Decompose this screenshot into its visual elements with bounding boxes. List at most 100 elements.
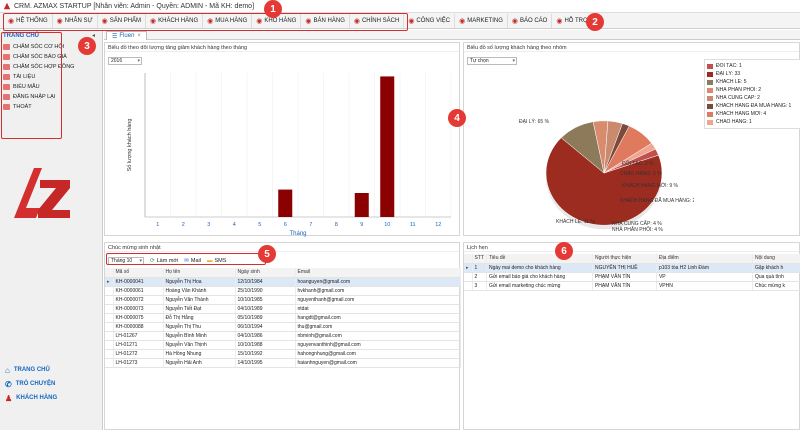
- row-indicator: [105, 313, 114, 323]
- menu-item-0[interactable]: ◉ HỆ THỐNG: [4, 13, 53, 28]
- row-indicator: [464, 272, 473, 282]
- table-row[interactable]: ▸ 1 Ngày mai demo cho khách hàng NGUYỄN THỊ…: [464, 263, 800, 273]
- sidebar-nav-1[interactable]: ✆ TRÒ CHUYỆN: [0, 377, 102, 391]
- menu-item-9[interactable]: ◉ MARKETING: [455, 13, 508, 28]
- annotation-badge-1: 1: [264, 0, 282, 18]
- x-tick-label: 6: [284, 222, 287, 228]
- sidebar-collapse-button[interactable]: ◂: [91, 33, 95, 39]
- mail-button-label: Mail: [190, 258, 201, 264]
- menu-item-label: CÔNG VIỆC: [416, 17, 451, 24]
- sms-button[interactable]: ▬ SMS: [207, 258, 226, 264]
- sidebar-nav-0[interactable]: ⌂ TRANG CHỦ: [0, 363, 102, 377]
- sidebar-nav-label: TRANG CHỦ: [13, 367, 50, 373]
- pie-slice-0: [603, 148, 659, 174]
- column-header[interactable]: Email: [295, 268, 461, 278]
- menu-item-label: KHO HÀNG: [264, 17, 297, 24]
- legend-item: NHÀ CUNG CẤP: 2: [707, 94, 798, 102]
- column-header[interactable]: Họ tên: [163, 268, 236, 278]
- menu-item-5[interactable]: ◉ KHO HÀNG: [252, 13, 302, 28]
- sidebar-item-4[interactable]: BIỂU MẪU: [0, 82, 102, 92]
- menu-item-10[interactable]: ◉ BÁO CÁO: [508, 13, 553, 28]
- annotation-badge-6: 6: [555, 242, 573, 260]
- column-header[interactable]: Nội dung: [752, 254, 800, 264]
- table-row[interactable]: LH-01267 Nguyễn Bình Minh 04/10/1986 nbminh…: [105, 331, 461, 341]
- sidebar-item-5[interactable]: ĐĂNG NHẬP LẠI: [0, 92, 102, 102]
- table-row[interactable]: 3 Gửi email marketing chúc mừng PHẠM VĂN T…: [464, 281, 800, 291]
- refresh-button[interactable]: ⟳ Làm mới: [150, 258, 178, 264]
- table-cell: 04/10/1989: [235, 304, 296, 314]
- sidebar-nav-2[interactable]: ♟ KHÁCH HÀNG: [0, 391, 102, 405]
- window-title: CRM. AZMAX STARTUP [Nhân viên: Admin - Q…: [14, 2, 255, 10]
- sidebar-item-6[interactable]: THOÁT: [0, 102, 102, 112]
- table-row[interactable]: ▸ KH-0000041 Nguyễn Thị Hoa 12/10/1984 hoang…: [105, 277, 461, 287]
- sidebar-item-1[interactable]: CHĂM SÓC BÁO GIÁ: [0, 52, 102, 62]
- sidebar-item-2[interactable]: CHĂM SÓC HỢP ĐỒNG: [0, 62, 102, 72]
- legend-label: KHÁCH HÀNG MỚI: 4: [716, 111, 767, 117]
- row-indicator: [105, 322, 114, 332]
- sidebar-item-0[interactable]: CHĂM SÓC CƠ HỘI: [0, 42, 102, 52]
- x-tick-label: 8: [335, 222, 338, 228]
- table-cell: 06/10/1994: [235, 322, 296, 332]
- table-row[interactable]: LH-01273 Nguyễn Hải Anh 14/10/1995 haianhng…: [105, 358, 461, 368]
- close-icon[interactable]: ×: [137, 33, 141, 39]
- title-bar: CRM. AZMAX STARTUP [Nhân viên: Admin - Q…: [0, 0, 800, 13]
- table-row[interactable]: KH-0000088 Nguyễn Thị Thu 06/10/1994 thu@gm…: [105, 322, 461, 332]
- sidebar-header[interactable]: TRANG CHỦ: [3, 33, 39, 39]
- menu-item-3[interactable]: ◉ KHÁCH HÀNG: [146, 13, 204, 28]
- table-cell: KH-0000088: [113, 322, 164, 332]
- column-header[interactable]: STT: [472, 254, 487, 264]
- y-axis-label: Số lượng khách hàng: [127, 119, 133, 172]
- table-row[interactable]: KH-0000073 Nguyễn Tiết Đạt 04/10/1989 ntdat: [105, 304, 461, 314]
- people-icon: ◉: [56, 17, 63, 25]
- row-indicator-header: [105, 268, 114, 278]
- table-cell: Nguyễn Thị Hoa: [163, 277, 236, 287]
- year-select[interactable]: 2016 ▾: [108, 57, 142, 65]
- sidebar-item-icon: [3, 84, 10, 90]
- column-header[interactable]: Mã số: [113, 268, 164, 278]
- menu-item-6[interactable]: ◉ BÁN HÀNG: [301, 13, 350, 28]
- product-icon: ◉: [101, 17, 108, 25]
- menu-item-7[interactable]: ◉ CHÍNH SÁCH: [350, 13, 405, 28]
- sidebar-item-label: CHĂM SÓC HỢP ĐỒNG: [13, 64, 75, 70]
- table-cell: 25/10/1990: [235, 286, 296, 296]
- menu-item-8[interactable]: ◉ CÔNG VIỆC: [404, 13, 456, 28]
- tab-icon: ☰: [112, 33, 118, 40]
- tab-fluen[interactable]: ☰ Fluen ×: [106, 31, 147, 40]
- table-row[interactable]: LH-01271 Nguyễn Văn Thịnh 10/10/1988 nguyen…: [105, 340, 461, 350]
- basket-icon: ◉: [207, 17, 214, 25]
- mail-button[interactable]: ✉ Mail: [184, 258, 201, 264]
- table-row[interactable]: KH-0000061 Hoàng Văn Khánh 25/10/1990 hvkha…: [105, 286, 461, 296]
- legend-label: NHÀ CUNG CẤP: 2: [716, 95, 760, 101]
- chevron-down-icon: ▾: [137, 58, 140, 64]
- menu-item-4[interactable]: ◉ MUA HÀNG: [203, 13, 253, 28]
- table-cell: PHẠM VĂN TÍN: [592, 281, 657, 291]
- refresh-icon: ⟳: [150, 258, 155, 264]
- sidebar-item-icon: [3, 74, 10, 80]
- sidebar-item-3[interactable]: TÀI LIỆU: [0, 72, 102, 82]
- table-cell: Qua quà tình: [752, 272, 800, 282]
- table-row[interactable]: LH-01272 Hà Hồng Nhung 15/10/1992 hahongnhu…: [105, 349, 461, 359]
- table-cell: nguyenthanh@gmail.com: [295, 295, 461, 305]
- menu-item-label: BÁN HÀNG: [313, 17, 345, 24]
- month-select[interactable]: Tháng 10 ▾: [108, 257, 144, 265]
- birthday-panel: Chúc mừng sinh nhật Tháng 10 ▾ ⟳ Làm mới …: [104, 242, 461, 430]
- menu-item-1[interactable]: ◉ NHÂN SỰ: [53, 13, 98, 28]
- menu-item-2[interactable]: ◉ SẢN PHẨM: [98, 13, 147, 28]
- legend-swatch: [707, 95, 713, 101]
- birthday-table: Mã số Họ tên Ngày sinh Email ▸ KH-0000041 Ngu…: [105, 268, 461, 368]
- column-header[interactable]: Ngày sinh: [235, 268, 296, 278]
- table-cell: hahongnhung@gmail.com: [295, 349, 461, 359]
- table-row[interactable]: KH-0000075 Đỗ Thị Hằng 05/10/1989 hangdt@gm…: [105, 313, 461, 323]
- column-header[interactable]: Địa điểm: [656, 254, 753, 264]
- column-header[interactable]: Tiêu đề: [486, 254, 593, 264]
- pie-slice-1: [545, 137, 663, 226]
- table-cell: VP: [656, 272, 753, 282]
- table-row[interactable]: 2 Gửi email báo giá cho khách hàng PHẠM VĂ…: [464, 272, 800, 282]
- task-icon: ◉: [408, 17, 415, 25]
- x-tick-label: 7: [309, 222, 312, 228]
- legend-item: KHÁCH HÀNG ĐÃ MUA HÀNG: 1: [707, 102, 798, 110]
- legend-item: ĐẠI LÝ: 33: [707, 70, 798, 78]
- table-row[interactable]: KH-0000072 Nguyễn Văn Thành 10/10/1985 nguy…: [105, 295, 461, 305]
- group-filter-select[interactable]: Tự chọn ▾: [467, 57, 517, 65]
- column-header[interactable]: Người thực hiện: [592, 254, 657, 264]
